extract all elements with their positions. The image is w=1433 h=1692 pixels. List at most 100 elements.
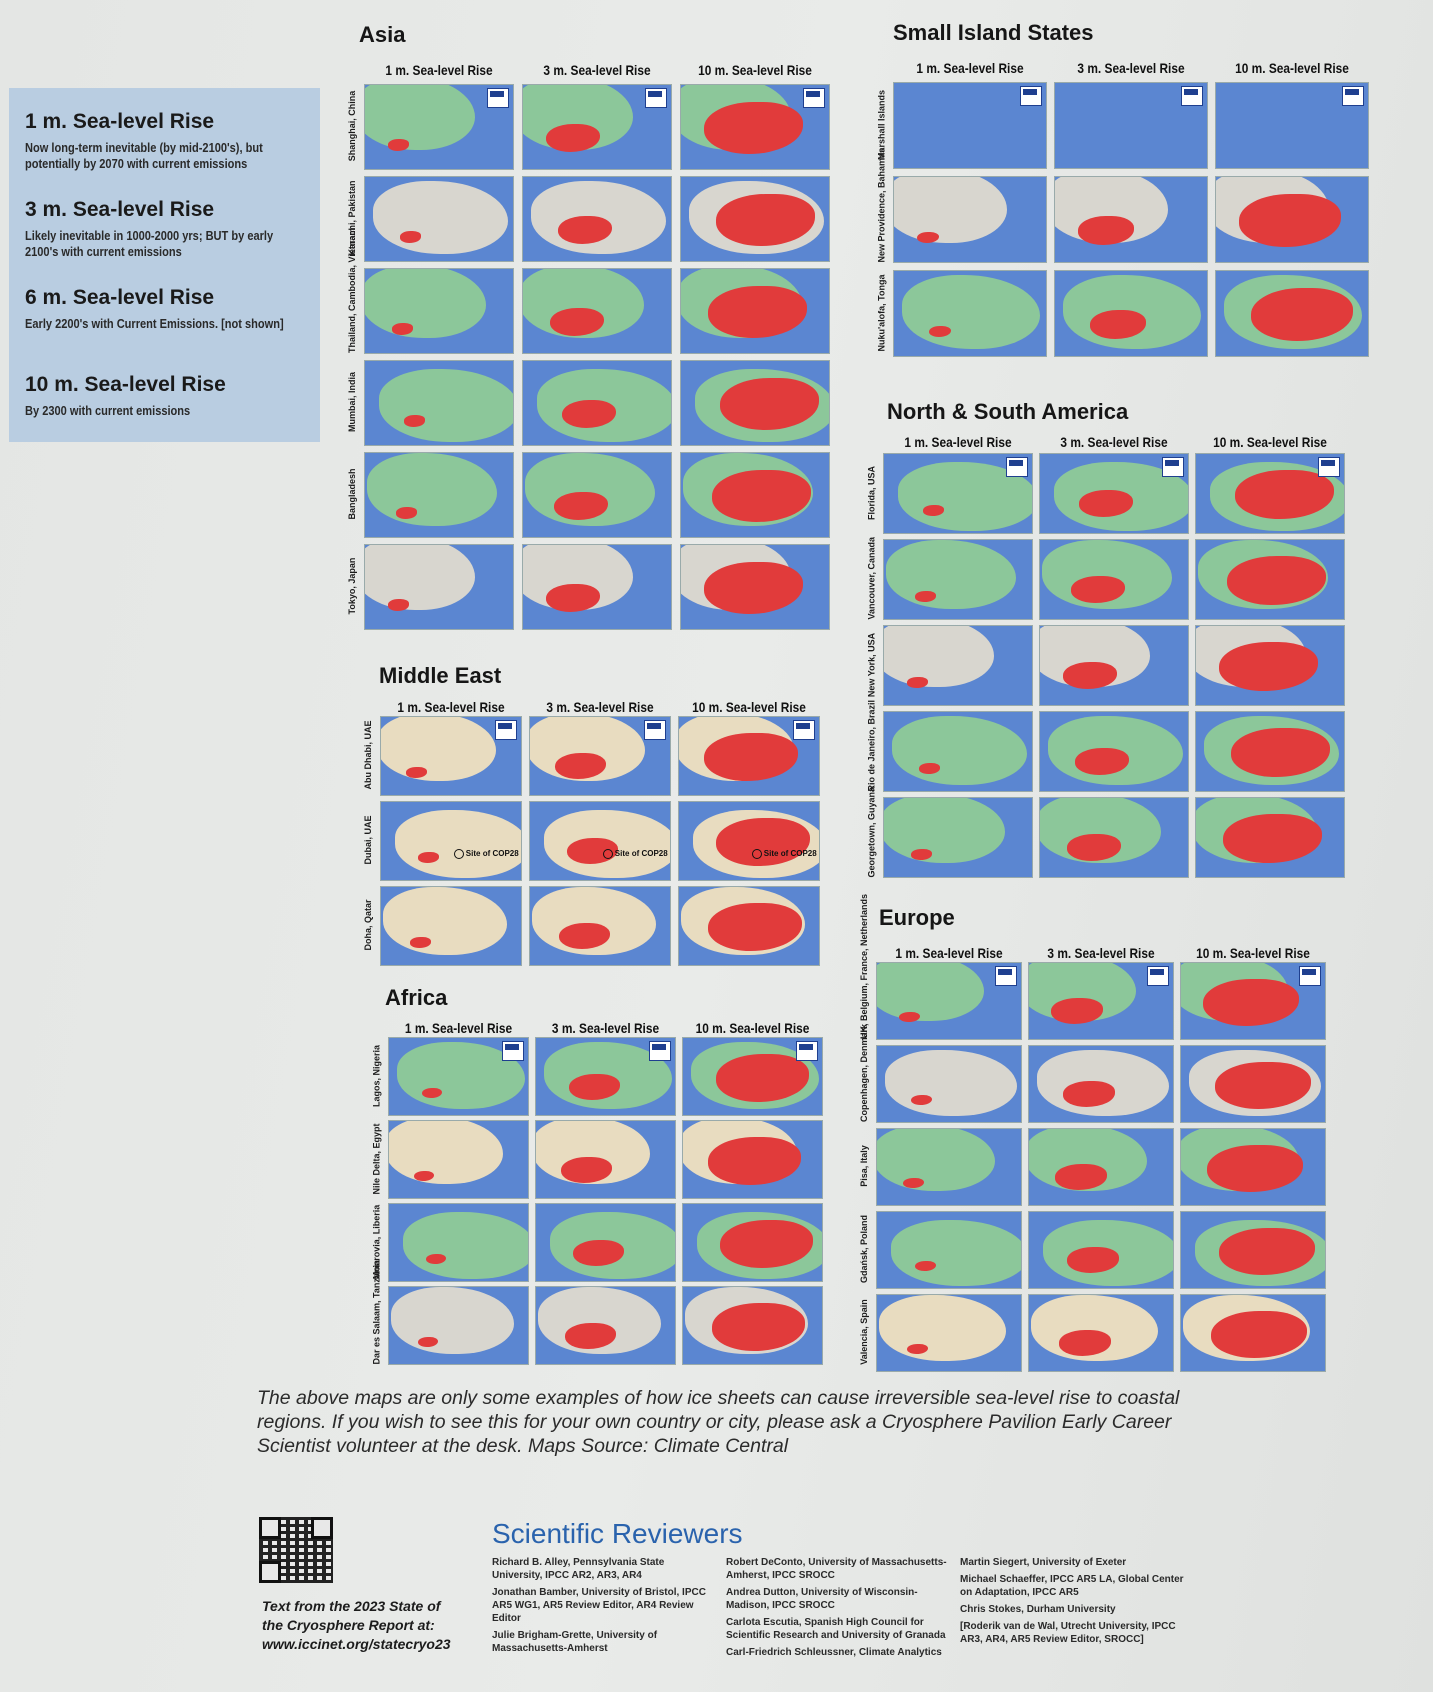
region-title: Small Island States [893,20,1094,45]
sea-level-map[interactable] [522,360,672,446]
sea-level-map[interactable] [1180,962,1326,1040]
flooded-area [391,323,414,335]
sea-level-map[interactable] [364,84,514,170]
sea-level-map[interactable] [1054,176,1208,263]
sea-level-map[interactable] [883,711,1033,792]
sea-level-map[interactable] [680,176,830,262]
sea-level-map[interactable] [1180,1045,1326,1123]
sea-level-map[interactable] [680,544,830,630]
sea-level-map[interactable] [678,886,820,966]
column-header: 10 m. Sea-level Rise [1235,60,1349,76]
sea-level-map[interactable] [1180,1211,1326,1289]
sea-level-map[interactable] [388,1203,529,1282]
sea-level-map[interactable] [380,886,522,966]
sea-level-map[interactable] [535,1203,676,1282]
sea-level-map[interactable] [529,886,671,966]
sea-level-map[interactable] [388,1286,529,1365]
sea-level-map[interactable] [1039,625,1189,706]
sea-level-map[interactable] [876,1128,1022,1206]
sea-level-map[interactable] [364,360,514,446]
sea-level-map[interactable] [1054,270,1208,357]
climate-central-logo-icon [645,88,667,108]
flooded-area [1054,1164,1108,1190]
sea-level-map[interactable] [388,1120,529,1199]
sea-level-map[interactable] [1028,1294,1174,1372]
sea-level-map[interactable] [1039,539,1189,620]
sea-level-map[interactable] [1054,82,1208,169]
sea-level-map[interactable] [1215,270,1369,357]
location-label: Thailand, Cambodia, Vietnam [347,227,357,353]
sea-level-map[interactable] [1028,962,1174,1040]
report-url[interactable]: www.iccinet.org/statecryo23 [262,1636,451,1652]
sea-level-map[interactable] [364,544,514,630]
sea-level-map[interactable] [678,716,820,796]
sea-level-map[interactable] [883,797,1033,878]
sea-level-map[interactable] [680,452,830,538]
sea-level-map[interactable] [883,539,1033,620]
sea-level-map[interactable] [893,82,1047,169]
sea-level-map[interactable] [1028,1128,1174,1206]
sea-level-map[interactable] [680,84,830,170]
sea-level-map[interactable] [535,1286,676,1365]
sea-level-map[interactable]: Site of COP28 [529,801,671,881]
reviewer-entry: Carl-Friedrich Schleussner, Climate Anal… [726,1647,942,1658]
flooded-area [403,415,426,427]
sea-level-map[interactable] [1180,1128,1326,1206]
sea-level-map[interactable] [522,84,672,170]
sea-level-map[interactable] [364,176,514,262]
sea-level-map[interactable] [876,962,1022,1040]
sea-level-map[interactable] [1195,797,1345,878]
flooded-area [1062,662,1117,690]
sea-level-map[interactable] [1195,711,1345,792]
qr-code[interactable] [259,1517,333,1583]
sea-level-map[interactable]: Site of COP28 [678,801,820,881]
map-annotation: Site of COP28 [751,848,817,859]
sea-level-map[interactable] [1215,176,1369,263]
sea-level-map[interactable] [682,1120,823,1199]
sea-level-map[interactable] [522,176,672,262]
land-area [395,810,521,878]
sea-level-map[interactable] [380,716,522,796]
map-annotation: Site of COP28 [602,848,668,859]
sea-level-map[interactable] [1039,711,1189,792]
flooded-area [914,591,937,602]
column-header: 1 m. Sea-level Rise [397,699,505,715]
sea-level-map[interactable] [1028,1211,1174,1289]
sea-level-map[interactable] [529,716,671,796]
sea-level-map[interactable] [680,268,830,354]
sea-level-map[interactable] [682,1037,823,1116]
sea-level-map[interactable] [883,625,1033,706]
sea-level-map[interactable] [876,1211,1022,1289]
sea-level-map[interactable] [883,453,1033,534]
sea-level-map[interactable] [1039,453,1189,534]
sea-level-map[interactable] [535,1120,676,1199]
sea-level-map[interactable] [1215,82,1369,169]
sea-level-map[interactable] [1039,797,1189,878]
sea-level-map[interactable] [1195,539,1345,620]
location-label: Pisa, Italy [859,1145,869,1187]
sea-level-map[interactable] [680,360,830,446]
sea-level-map[interactable] [682,1203,823,1282]
sea-level-map[interactable] [388,1037,529,1116]
flooded-area [703,562,803,615]
sea-level-map[interactable] [364,268,514,354]
sea-level-map[interactable] [1180,1294,1326,1372]
location-label: Gdańsk, Poland [859,1215,869,1284]
sea-level-map[interactable] [522,452,672,538]
sea-level-map[interactable] [893,176,1047,263]
sea-level-map[interactable] [1195,453,1345,534]
sea-level-map[interactable] [535,1037,676,1116]
sea-level-map[interactable] [522,268,672,354]
sea-level-map[interactable] [682,1286,823,1365]
sea-level-map[interactable] [522,544,672,630]
sea-level-map[interactable] [1028,1045,1174,1123]
region-title: Asia [359,22,406,47]
sea-level-map[interactable] [893,270,1047,357]
sea-level-map[interactable] [364,452,514,538]
sea-level-map[interactable] [1195,625,1345,706]
sea-level-map[interactable]: Site of COP28 [380,801,522,881]
flooded-area [1218,642,1318,692]
sea-level-map[interactable] [876,1045,1022,1123]
sea-level-map[interactable] [876,1294,1022,1372]
location-label: New Providence, Bahamas [876,147,886,262]
